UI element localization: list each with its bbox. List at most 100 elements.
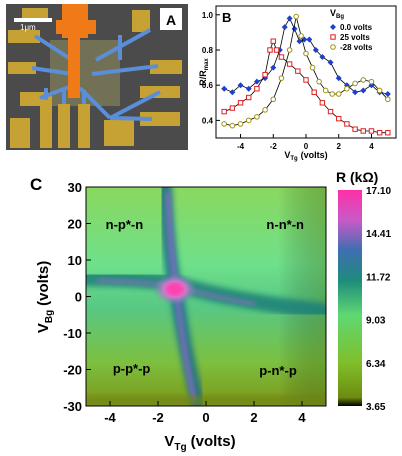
data-point (344, 85, 350, 92)
panel-a-label-box (160, 8, 182, 30)
xtick-label: 0 (304, 142, 309, 151)
blue-leads (31, 28, 161, 121)
data-point (273, 47, 280, 53)
panel-c-label: C (30, 175, 42, 194)
colorbar: R (kΩ) 17.10 14.41 11.72 9.03 6.34 3.65 (336, 169, 391, 413)
data-point (221, 85, 228, 92)
ytick-label: -10 (63, 326, 82, 341)
data-point (376, 130, 383, 136)
data-point (319, 54, 326, 61)
heatmap-ylabel: VBg(volts) (35, 261, 55, 333)
region-label: p-n*-p (259, 363, 297, 378)
data-point (303, 50, 309, 57)
data-point (360, 87, 367, 94)
ytick-label: 1.0 (202, 11, 214, 20)
data-point (316, 78, 322, 85)
data-point (352, 80, 358, 87)
scale-bar (14, 18, 52, 22)
data-point (286, 61, 293, 67)
data-point (270, 38, 276, 44)
ytick-label: 30 (68, 180, 82, 195)
data-point (254, 86, 260, 92)
ytick-label: 20 (68, 217, 82, 232)
gold-contacts (8, 8, 182, 148)
legend-title: VBg (330, 8, 344, 20)
data-point (335, 91, 342, 97)
legend-marker (330, 24, 336, 30)
data-point (286, 47, 293, 53)
plot-b-series (221, 13, 391, 136)
plot-b-xlabel: VTg (volts) (284, 150, 327, 162)
legend-marker (330, 34, 336, 40)
data-point (291, 25, 298, 32)
data-point (336, 115, 342, 122)
colorbar-tick-label: 9.03 (366, 316, 386, 327)
data-point (221, 108, 227, 115)
data-point (329, 91, 335, 97)
data-point (312, 47, 319, 53)
ytick-label: 0.4 (202, 116, 214, 125)
xtick-label: -2 (152, 410, 164, 425)
data-point (298, 33, 304, 39)
xtick-label: -4 (104, 410, 116, 425)
data-point (262, 71, 268, 78)
resistance-peak-core (166, 283, 183, 296)
ytick-label: -20 (63, 363, 82, 378)
data-point (267, 47, 273, 53)
colorbar-tick-label: 6.34 (366, 359, 386, 370)
region-label: n-n*-n (266, 217, 304, 232)
ytick-label: 0 (75, 290, 82, 305)
data-point (368, 78, 375, 85)
colorbar-title: R (kΩ) (336, 169, 378, 185)
heatmap-xlabel: VTg (volts) (164, 433, 235, 453)
data-point (270, 64, 277, 71)
xtick-label: -2 (270, 142, 278, 151)
data-point (344, 121, 350, 127)
heatmap-region-labels: n-p*-n n-n*-n p-p*-p p-n*-p (106, 217, 304, 378)
colorbar-tick-label: 3.65 (366, 402, 386, 413)
colorbar-tick-label: 11.72 (366, 272, 391, 283)
orange-top-gate (56, 4, 96, 98)
data-point (327, 108, 334, 115)
data-point (278, 75, 285, 81)
panel-b-label: B (222, 10, 231, 25)
data-point (229, 122, 236, 129)
colorbar-tick-label: 17.10 (366, 186, 391, 197)
ytick-label: 0.6 (202, 81, 214, 90)
data-point (253, 78, 260, 85)
data-point (368, 128, 375, 134)
xtick-label: 2 (250, 410, 257, 425)
data-point (335, 75, 342, 82)
data-point (229, 105, 236, 111)
region-label: p-p*-p (113, 361, 151, 376)
data-point (384, 91, 391, 97)
data-point (360, 128, 366, 134)
data-point (376, 87, 383, 94)
legend-marker (330, 44, 336, 50)
data-point (245, 85, 252, 92)
xtick-label: 2 (337, 142, 342, 151)
data-point (262, 107, 268, 113)
series-2 (221, 38, 391, 136)
scale-bar-label: 1μm (20, 23, 36, 32)
series-3 (221, 13, 391, 129)
data-point (385, 96, 391, 103)
data-point (293, 13, 299, 20)
data-point (311, 89, 317, 95)
xtick-label: 0 (202, 410, 209, 425)
data-point (309, 64, 316, 71)
ytick-label: 0.8 (202, 46, 214, 55)
data-point (254, 114, 260, 120)
data-point (319, 100, 326, 106)
data-point (306, 36, 313, 43)
legend-entry: 0.0 volts (340, 23, 373, 32)
data-point (237, 121, 244, 127)
data-point (229, 89, 236, 96)
xtick-label: 4 (298, 410, 306, 425)
plot-b-ylabel: R/Rmax (198, 58, 210, 86)
data-point (296, 38, 303, 45)
data-point (286, 15, 293, 22)
data-point (352, 89, 359, 96)
